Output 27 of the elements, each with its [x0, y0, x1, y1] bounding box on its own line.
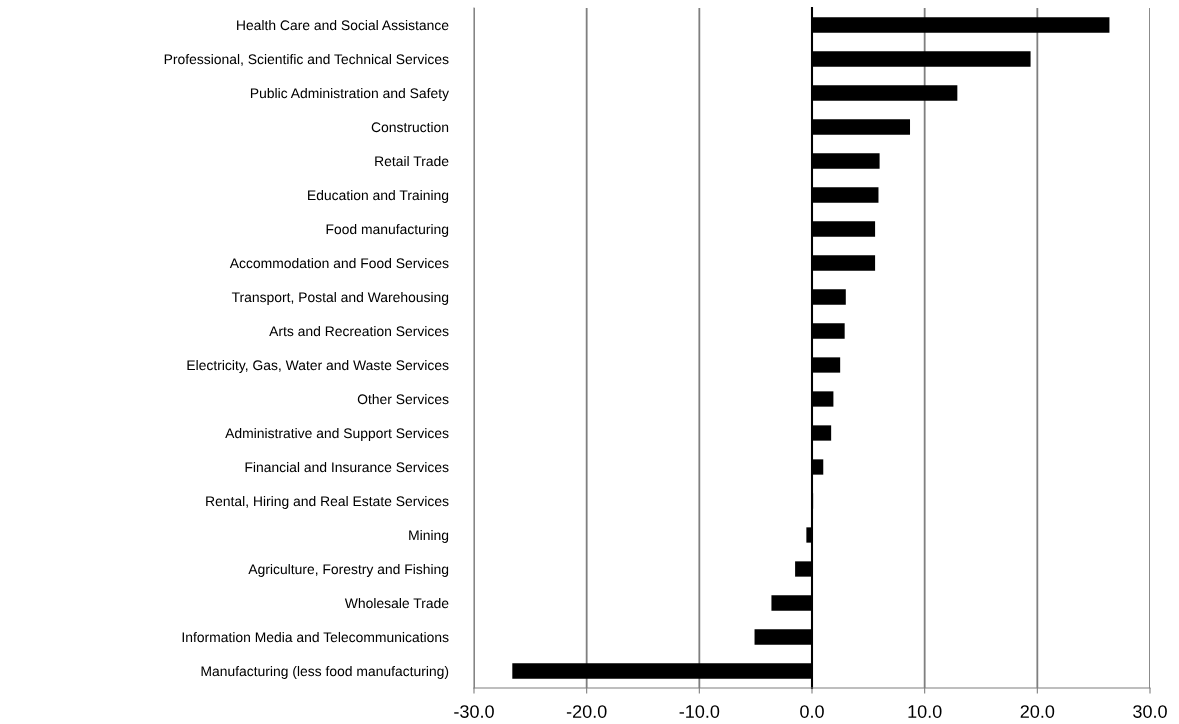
x-tick-label: 30.0: [1133, 705, 1167, 718]
y-tick-label: Agriculture, Forestry and Fishing: [248, 563, 449, 577]
x-tick-label: 20.0: [1020, 705, 1055, 718]
y-tick-label: Construction: [371, 121, 449, 133]
y-tick-label: Manufacturing (less food manufacturing): [201, 665, 449, 679]
x-tick-label: 10.0: [908, 705, 942, 718]
y-tick-label: Food manufacturing: [326, 223, 449, 237]
y-tick-label: Wholesale Trade: [344, 597, 449, 609]
y-tick-label: Accommodation and Food Services: [229, 257, 449, 269]
y-tick-label: Information Media and Telecommunications: [182, 631, 449, 643]
y-tick-label: Rental, Hiring and Real Estate Services: [206, 495, 449, 509]
y-tick-label: Health Care and Social Assistance: [237, 19, 449, 31]
y-tick-label: Professional, Scientific and Technical Services: [164, 53, 449, 66]
x-tick-label: -30.0: [454, 705, 494, 718]
y-tick-label: Administrative and Support Services: [225, 427, 449, 441]
x-tick-label: -20.0: [566, 705, 607, 718]
y-tick-label: Other Services: [357, 393, 449, 405]
y-tick-label: Public Administration and Safety: [250, 87, 449, 101]
y-tick-label: Mining: [409, 529, 449, 543]
y-tick-label: Education and Training: [308, 189, 449, 203]
x-tick-label: 0.0: [800, 705, 824, 718]
y-tick-label: Retail Trade: [375, 155, 449, 167]
x-tick-label: -10.0: [679, 705, 720, 718]
y-tick-label: Transport, Postal and Warehousing: [231, 291, 449, 305]
y-tick-label: Financial and Insurance Services: [245, 461, 449, 473]
y-tick-label: Electricity, Gas, Water and Waste Services: [187, 359, 449, 373]
y-tick-label: Arts and Recreation Services: [269, 325, 449, 337]
